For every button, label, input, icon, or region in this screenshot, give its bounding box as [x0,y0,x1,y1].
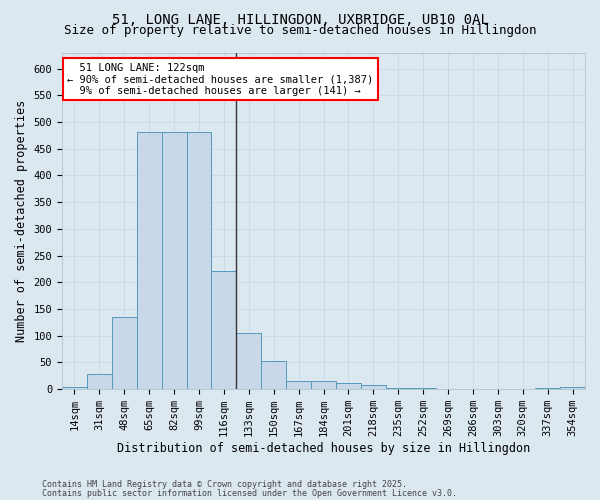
Bar [236,333,261,389]
Bar [112,317,137,389]
Bar [336,383,361,389]
Bar [161,132,187,389]
Bar [261,362,286,389]
Bar [187,132,211,389]
Bar [137,132,161,389]
Bar [62,387,87,389]
Bar [410,388,436,389]
Bar [361,386,386,389]
Text: Contains public sector information licensed under the Open Government Licence v3: Contains public sector information licen… [42,488,457,498]
Text: 51 LONG LANE: 122sqm
← 90% of semi-detached houses are smaller (1,387)
  9% of s: 51 LONG LANE: 122sqm ← 90% of semi-detac… [67,62,374,96]
Text: Contains HM Land Registry data © Crown copyright and database right 2025.: Contains HM Land Registry data © Crown c… [42,480,407,489]
Bar [311,381,336,389]
Bar [386,388,410,389]
Text: 51, LONG LANE, HILLINGDON, UXBRIDGE, UB10 0AL: 51, LONG LANE, HILLINGDON, UXBRIDGE, UB1… [112,12,488,26]
Y-axis label: Number of semi-detached properties: Number of semi-detached properties [15,100,28,342]
Bar [286,381,311,389]
Bar [560,387,585,389]
Text: Size of property relative to semi-detached houses in Hillingdon: Size of property relative to semi-detach… [64,24,536,37]
X-axis label: Distribution of semi-detached houses by size in Hillingdon: Distribution of semi-detached houses by … [117,442,530,455]
Bar [535,388,560,389]
Bar [211,270,236,389]
Bar [87,374,112,389]
